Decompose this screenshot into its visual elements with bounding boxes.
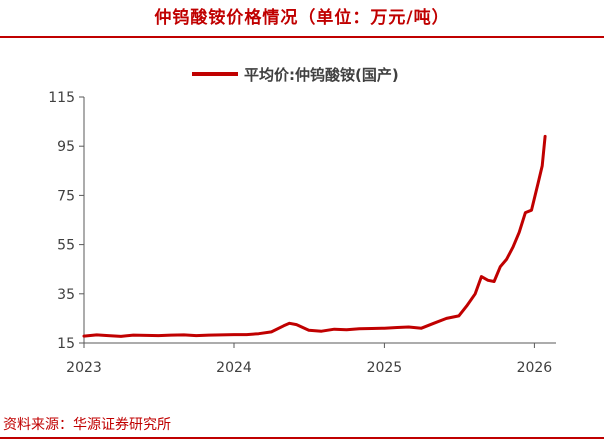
- x-tick-label: 2023: [66, 360, 102, 376]
- y-tick-label: 15: [57, 336, 75, 352]
- x-tick-label: 2024: [216, 360, 252, 376]
- y-tick-label: 35: [57, 287, 75, 303]
- y-axis-ticks: 15 35 55 75 95 115: [48, 90, 84, 352]
- source-note: 资料来源：华源证券研究所: [3, 417, 171, 433]
- x-tick-label: 2026: [517, 360, 553, 376]
- legend-label: 平均价:仲钨酸铵(国产): [244, 66, 399, 84]
- y-tick-label: 55: [57, 238, 75, 254]
- series-line-tungstate-price: [82, 134, 547, 338]
- title-divider: [0, 36, 604, 38]
- y-tick-label: 75: [57, 188, 75, 204]
- y-tick-label: 95: [57, 139, 75, 155]
- x-axis-ticks: 2023 2024 2025 2026: [66, 343, 552, 376]
- axes: [83, 97, 556, 344]
- y-tick-label: 115: [48, 90, 75, 106]
- page-title: 仲钨酸铵价格情况（单位：万元/吨）: [154, 8, 450, 28]
- footer-divider: [0, 437, 604, 439]
- legend: 平均价:仲钨酸铵(国产): [192, 66, 399, 84]
- x-tick-label: 2025: [367, 360, 403, 376]
